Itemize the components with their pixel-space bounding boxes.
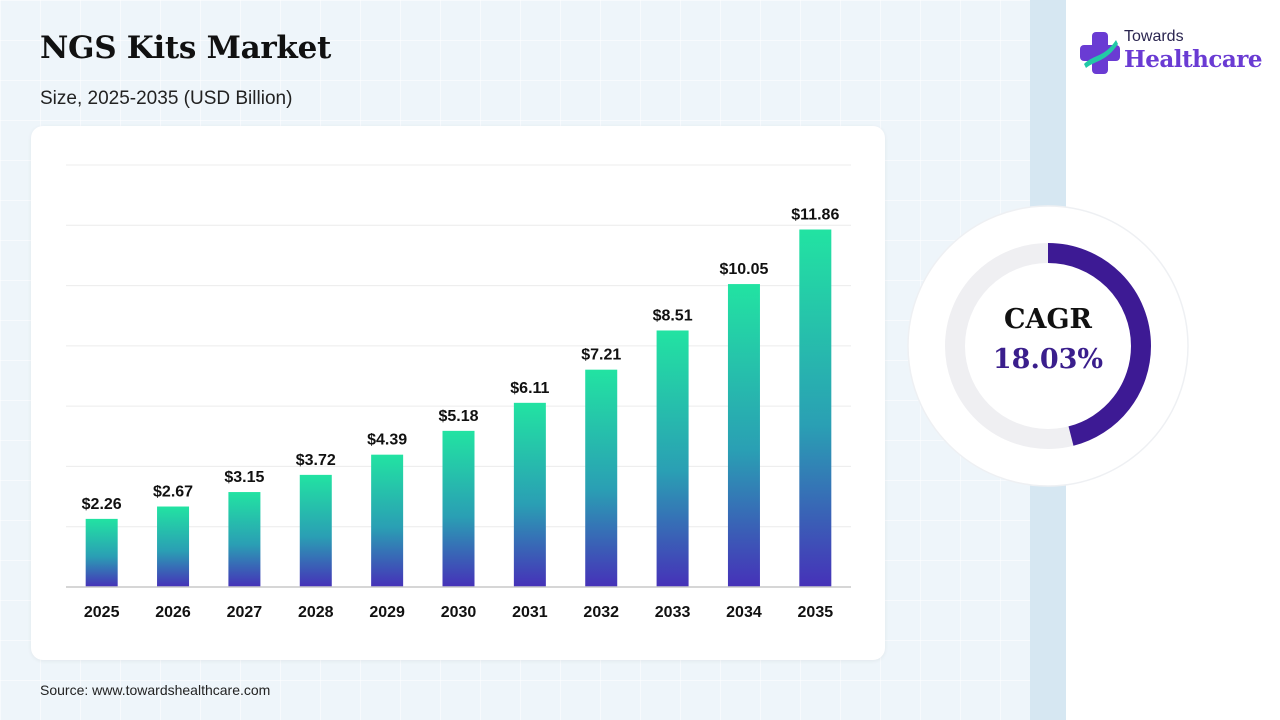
bar-2031	[513, 402, 546, 587]
bar-value-label: $6.11	[510, 380, 549, 397]
bar-2034	[727, 284, 760, 587]
x-tick-label: 2027	[227, 604, 263, 621]
page-title: NGS Kits Market	[40, 30, 332, 66]
bar-2028	[299, 474, 332, 587]
x-tick-label: 2029	[369, 604, 405, 621]
brand-line2: Healthcare	[1124, 46, 1263, 73]
bar-2026	[157, 506, 190, 587]
cagr-ring	[907, 205, 1189, 487]
bar-2035	[799, 229, 832, 587]
grid-lines	[66, 164, 851, 528]
x-tick-labels: 2025 2026 2027 2028 2029 2030 2031 2032 2033 2034…	[84, 604, 833, 621]
bar-chart: $2.26 $2.67 $3.15 $3.72 $4.39 $5.18 $6.11 $7.21…	[66, 164, 851, 621]
bar-value-label: $3.15	[224, 469, 264, 486]
bar-value-label: $2.26	[82, 496, 122, 513]
bar-2029	[371, 454, 404, 587]
brand-logo: Towards Healthcare	[1080, 28, 1263, 78]
x-tick-label: 2033	[655, 604, 691, 621]
bar-value-label: $2.67	[153, 484, 193, 501]
bar-value-label: $8.51	[653, 307, 693, 324]
bar-2032	[585, 369, 618, 587]
bar-value-label: $7.21	[581, 347, 621, 364]
bar-2033	[656, 330, 689, 587]
x-tick-label: 2025	[84, 604, 120, 621]
chart-card: $2.26 $2.67 $3.15 $3.72 $4.39 $5.18 $6.11 $7.21…	[31, 126, 885, 660]
bars	[85, 229, 832, 587]
value-labels: $2.26 $2.67 $3.15 $3.72 $4.39 $5.18 $6.11 $7.21…	[82, 207, 840, 513]
x-tick-label: 2035	[798, 604, 834, 621]
cross-plus-icon	[1080, 32, 1120, 74]
cagr-value: 18.03%	[992, 344, 1104, 375]
bar-value-label: $10.05	[719, 261, 768, 278]
bar-value-label: $3.72	[296, 452, 336, 469]
x-tick-label: 2026	[155, 604, 191, 621]
source-note: Source: www.towardshealthcare.com	[40, 682, 271, 698]
bar-2025	[85, 518, 118, 587]
bar-2027	[228, 492, 261, 587]
bar-value-label: $4.39	[367, 432, 407, 449]
x-tick-label: 2030	[441, 604, 477, 621]
cagr-ring-arc	[945, 243, 1151, 449]
page-subtitle: Size, 2025-2035 (USD Billion)	[40, 88, 293, 109]
x-tick-label: 2032	[583, 604, 619, 621]
bar-2030	[442, 430, 475, 587]
bar-value-label: $11.86	[791, 207, 839, 224]
brand-line1: Towards	[1124, 28, 1184, 45]
x-tick-label: 2034	[726, 604, 762, 621]
bar-value-label: $5.18	[438, 408, 478, 425]
cagr-label: CAGR	[1004, 304, 1092, 335]
x-tick-label: 2031	[512, 604, 548, 621]
cagr-donut: CAGR 18.03%	[906, 204, 1190, 488]
x-tick-label: 2028	[298, 604, 334, 621]
